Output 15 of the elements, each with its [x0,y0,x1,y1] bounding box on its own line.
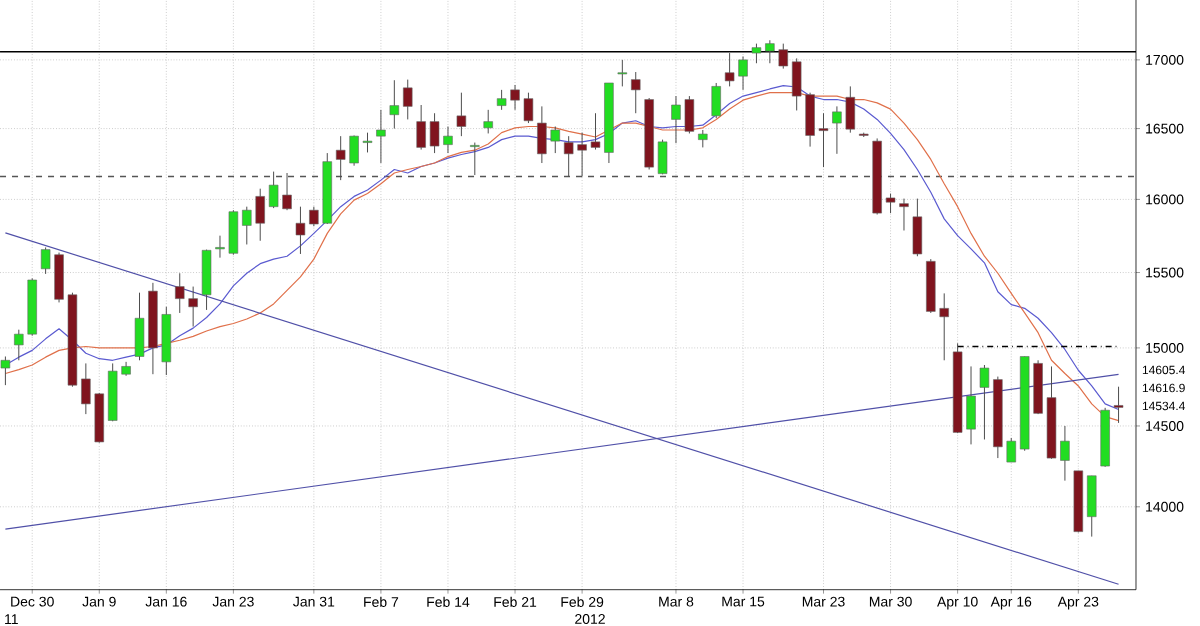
candlestick [389,79,400,130]
candlestick [1113,386,1124,424]
candlestick [912,198,923,257]
candlestick [617,59,628,87]
candlestick [711,82,721,119]
candlestick [631,71,641,114]
candlestick [201,249,212,311]
candlestick [1087,475,1097,538]
candlestick [0,355,11,386]
candlestick [899,198,909,231]
candlestick [403,79,413,120]
candlestick [483,109,493,134]
candlestick [456,92,467,137]
candlestick [470,142,480,176]
candlestick [376,109,386,164]
